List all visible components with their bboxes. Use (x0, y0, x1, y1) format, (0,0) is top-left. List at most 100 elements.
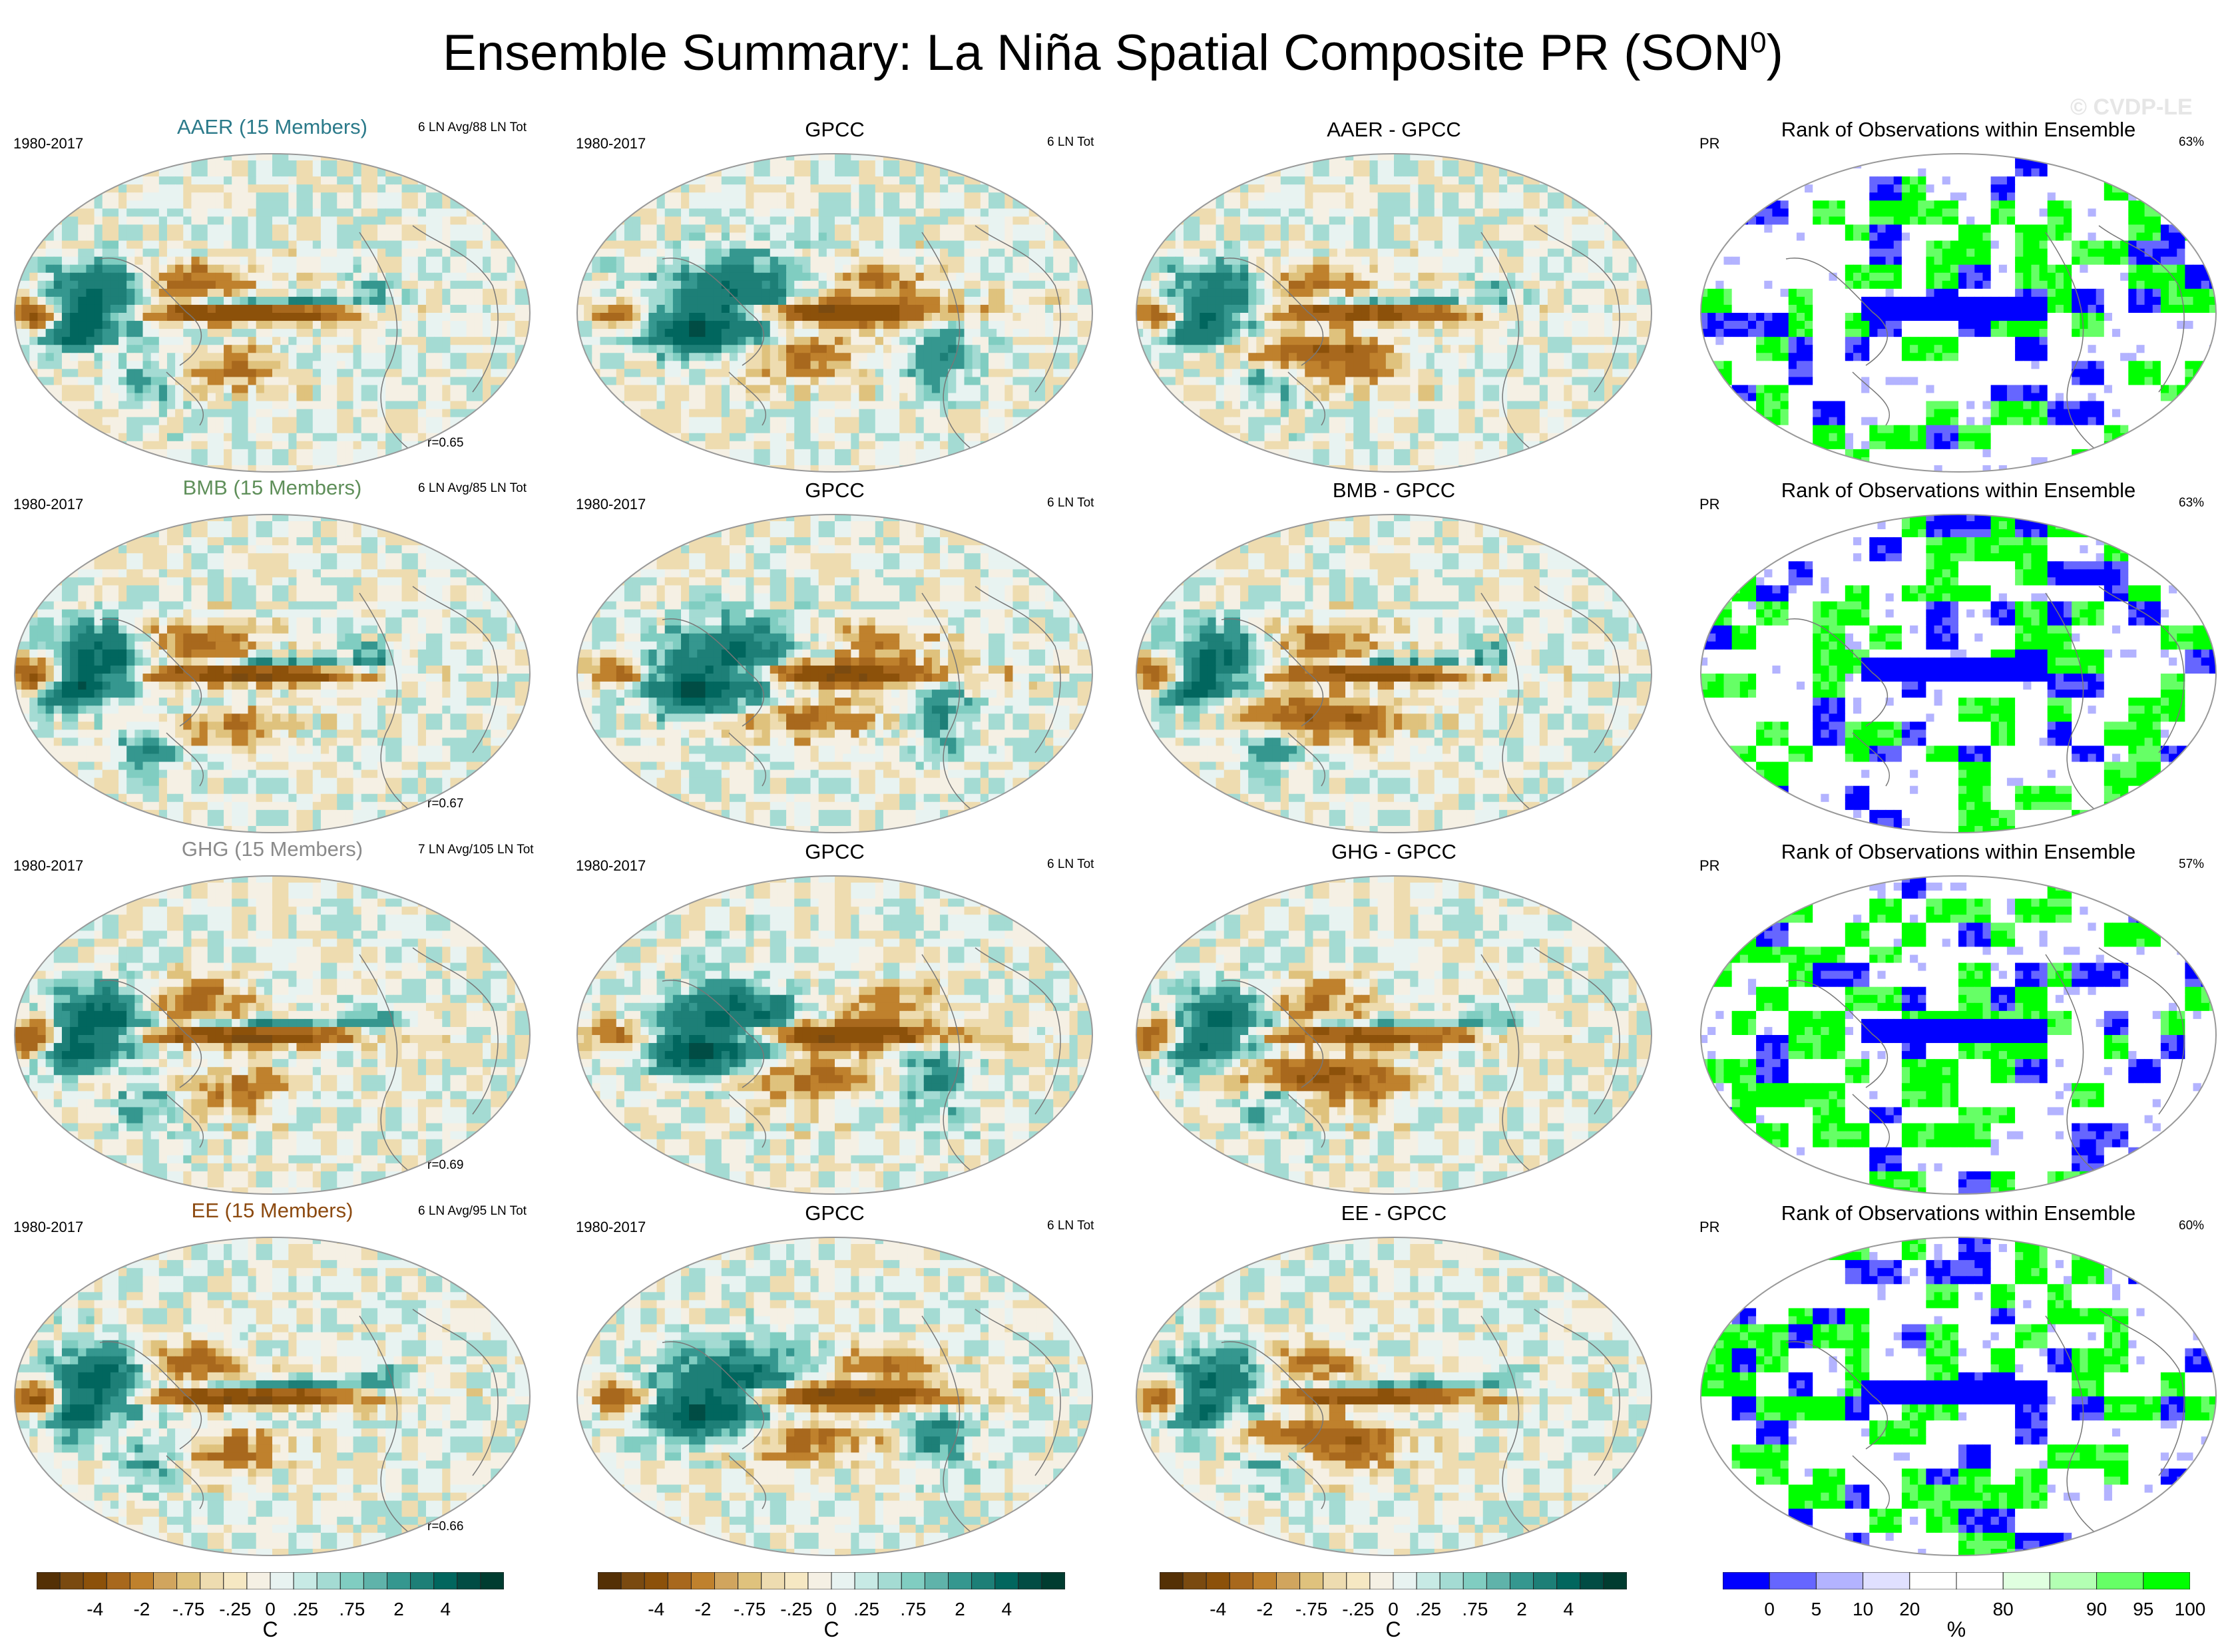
composite-colorbar-tick-label: .75 (873, 1599, 953, 1620)
composite-colorbar-swatch (270, 1571, 294, 1590)
rank-colorbar-swatch (1815, 1571, 1864, 1590)
composite-colorbar-swatch (433, 1571, 458, 1590)
composite-colorbar-tick-label: -.25 (195, 1599, 275, 1620)
map-panel-diff (1135, 875, 1653, 1195)
map-svg (576, 875, 1093, 1195)
map-svg (576, 1237, 1093, 1556)
period-label: 1980-2017 (13, 857, 83, 875)
rank-colorbar-swatch (1722, 1571, 1770, 1590)
map-svg (14, 514, 531, 833)
composite-colorbar-swatch (129, 1571, 154, 1590)
composite-colorbar-swatch (83, 1571, 107, 1590)
rank-colorbar-tick-label: 0 (1729, 1599, 1809, 1620)
composite-colorbar-swatch (901, 1571, 925, 1590)
composite-colorbar-swatch (1603, 1571, 1628, 1590)
obs-period-label: 1980-2017 (576, 135, 646, 152)
composite-colorbar-swatch (1439, 1571, 1464, 1590)
composite-colorbar-tick-label: -.75 (710, 1599, 789, 1620)
rank-title: Rank of Observations within Ensemble (1699, 840, 2217, 864)
composite-colorbar-swatch (1276, 1571, 1301, 1590)
map-panel-obs (576, 875, 1094, 1195)
composite-colorbar-tick-label: 4 (967, 1599, 1046, 1620)
composite-colorbar-tick-label: 4 (405, 1599, 485, 1620)
composite-colorbar-swatch (644, 1571, 668, 1590)
composite-colorbar-swatch (106, 1571, 130, 1590)
map-outline (576, 875, 1093, 1195)
map-svg (1136, 514, 1652, 833)
composite-colorbar-tick-label: 2 (920, 1599, 1000, 1620)
coastline (1221, 947, 1620, 1175)
composite-colorbar-tick-label: .75 (1435, 1599, 1515, 1620)
composite-colorbar-swatch (153, 1571, 178, 1590)
composite-colorbar-swatch (877, 1571, 902, 1590)
map-outline (576, 514, 1093, 833)
composite-colorbar-swatch (1416, 1571, 1441, 1590)
composite-colorbar-swatch (597, 1571, 622, 1590)
map-outline (1136, 514, 1652, 833)
composite-colorbar-swatch (1462, 1571, 1487, 1590)
model-title: EE (15 Members) (13, 1199, 531, 1223)
model-title: BMB (15 Members) (13, 476, 531, 500)
rank-colorbar-swatch (2143, 1571, 2191, 1590)
model-title: GHG (15 Members) (13, 837, 531, 861)
composite-colorbar-swatch (924, 1571, 949, 1590)
composite-colorbar-tick-label: -.25 (1318, 1599, 1398, 1620)
map-svg (1136, 1237, 1652, 1556)
composite-colorbar-swatch (1346, 1571, 1371, 1590)
map-panel-rank (1699, 1236, 2217, 1557)
composite-colorbar-swatch (1393, 1571, 1417, 1590)
composite-colorbar-swatch (223, 1571, 248, 1590)
coastline (662, 1309, 1061, 1536)
coastline (1785, 1309, 2185, 1536)
map-outline (1136, 153, 1652, 473)
composite-colorbar-swatch (948, 1571, 973, 1590)
map-outline (14, 153, 531, 473)
composite-colorbar-swatch (690, 1571, 715, 1590)
composite-colorbar-swatch (246, 1571, 271, 1590)
composite-colorbar-swatch (457, 1571, 481, 1590)
period-label: 1980-2017 (13, 496, 83, 513)
composite-colorbar-tick-label: 0 (1353, 1599, 1433, 1620)
composite-colorbar (1159, 1571, 1628, 1593)
composite-colorbar-swatch (1556, 1571, 1581, 1590)
composite-colorbar-swatch (667, 1571, 692, 1590)
composite-colorbar-swatch (410, 1571, 435, 1590)
rank-colorbar-tick-label: 100 (2150, 1599, 2226, 1620)
composite-colorbar-swatch (1159, 1571, 1184, 1590)
composite-colorbar-swatch (971, 1571, 996, 1590)
coastline (1221, 586, 1620, 813)
period-label: 1980-2017 (13, 135, 83, 152)
composite-colorbar-swatch (1229, 1571, 1253, 1590)
composite-colorbar-tick-label: -4 (616, 1599, 696, 1620)
rank-pct-label: 57% (2179, 857, 2204, 872)
map-svg (1136, 875, 1652, 1195)
composite-colorbar-tick-label: 2 (1482, 1599, 1562, 1620)
composite-colorbar-swatch (995, 1571, 1019, 1590)
rank-title: Rank of Observations within Ensemble (1699, 118, 2217, 142)
rank-colorbar-tick-label: 5 (1776, 1599, 1856, 1620)
composite-colorbar-swatch (1182, 1571, 1207, 1590)
coastline (662, 225, 1061, 453)
obs-title: GPCC (576, 118, 1094, 142)
composite-colorbar-swatch (59, 1571, 84, 1590)
obs-period-label: 1980-2017 (576, 857, 646, 875)
map-outline (576, 1237, 1093, 1556)
map-svg (576, 153, 1093, 473)
map-outline (1700, 153, 2217, 473)
map-svg (14, 1237, 531, 1556)
map-panel-model (13, 875, 531, 1195)
composite-colorbar (597, 1571, 1066, 1593)
field-cells (15, 1237, 530, 1555)
rank-pct-label: 63% (2179, 135, 2204, 150)
rank-colorbar-tick-label: 90 (2057, 1599, 2137, 1620)
composite-colorbar-swatch (1533, 1571, 1558, 1590)
rank-colorbar-tick-label: 80 (1963, 1599, 2043, 1620)
composite-colorbar-swatch (36, 1571, 61, 1590)
map-outline (14, 875, 531, 1195)
composite-colorbar-tick-label: -2 (1225, 1599, 1305, 1620)
rank-var-label: PR (1699, 1219, 1720, 1236)
composite-colorbar-unit: C (811, 1617, 851, 1642)
rank-colorbar-tick-label: 10 (1823, 1599, 1903, 1620)
map-panel-obs (576, 152, 1094, 473)
diff-title: GHG - GPCC (1135, 840, 1653, 864)
